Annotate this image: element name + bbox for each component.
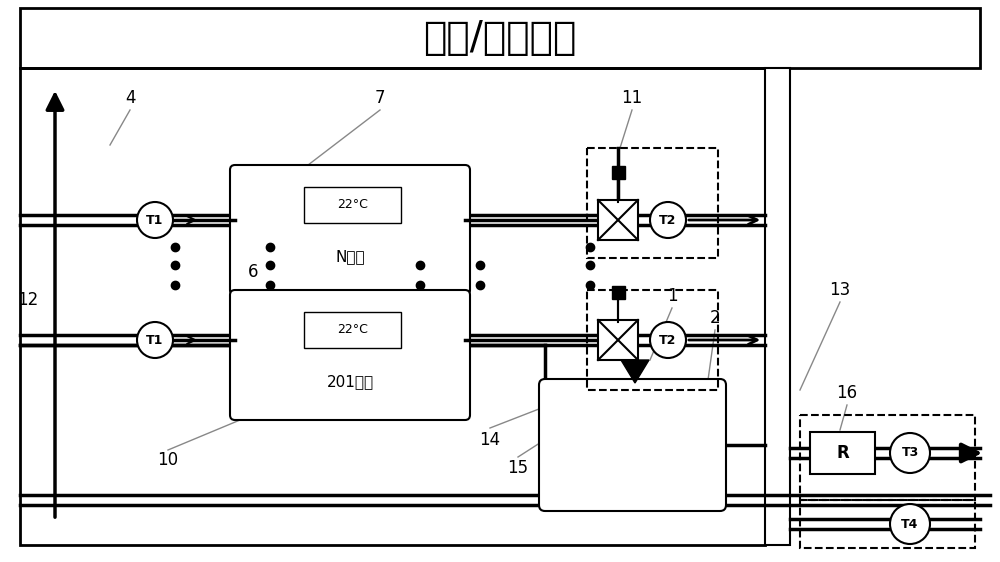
Bar — [304, 187, 401, 223]
Circle shape — [890, 433, 930, 473]
Text: 12: 12 — [17, 291, 39, 309]
Bar — [612, 165, 624, 179]
Bar — [20, 68, 765, 545]
Text: 13: 13 — [829, 281, 851, 299]
Bar — [587, 290, 718, 390]
Text: T4: T4 — [901, 518, 919, 531]
Text: 201住户: 201住户 — [326, 374, 374, 389]
Text: 11: 11 — [621, 89, 643, 107]
Text: R: R — [836, 444, 849, 462]
Bar — [598, 200, 638, 240]
FancyBboxPatch shape — [230, 165, 470, 295]
Circle shape — [137, 322, 173, 358]
FancyBboxPatch shape — [539, 379, 726, 511]
Text: T1: T1 — [146, 214, 164, 226]
FancyBboxPatch shape — [230, 290, 470, 420]
Text: 10: 10 — [157, 451, 179, 469]
Bar — [612, 285, 624, 298]
Text: 22°C: 22°C — [337, 323, 368, 336]
Text: T2: T2 — [659, 333, 677, 347]
Text: 6: 6 — [248, 263, 258, 281]
Text: 16: 16 — [836, 384, 858, 402]
Bar — [20, 8, 980, 68]
Polygon shape — [621, 360, 649, 383]
Text: 4: 4 — [125, 89, 135, 107]
Text: T2: T2 — [659, 214, 677, 226]
Text: 2: 2 — [710, 309, 720, 327]
Text: 14: 14 — [479, 431, 501, 449]
Text: 单元/楼宇供热: 单元/楼宇供热 — [423, 19, 577, 57]
Text: 15: 15 — [507, 459, 529, 477]
Circle shape — [650, 322, 686, 358]
Bar — [765, 68, 790, 545]
Text: 22°C: 22°C — [337, 198, 368, 211]
Bar — [810, 432, 875, 474]
Bar — [587, 148, 718, 258]
Text: T1: T1 — [146, 333, 164, 347]
Text: T3: T3 — [901, 446, 919, 460]
Text: N住户: N住户 — [335, 249, 365, 264]
Bar — [800, 415, 975, 500]
Bar — [598, 320, 638, 360]
Circle shape — [650, 202, 686, 238]
Circle shape — [137, 202, 173, 238]
Text: 7: 7 — [375, 89, 385, 107]
Text: 1: 1 — [667, 287, 677, 305]
Bar — [800, 500, 975, 548]
Circle shape — [890, 504, 930, 544]
Bar — [304, 312, 401, 348]
